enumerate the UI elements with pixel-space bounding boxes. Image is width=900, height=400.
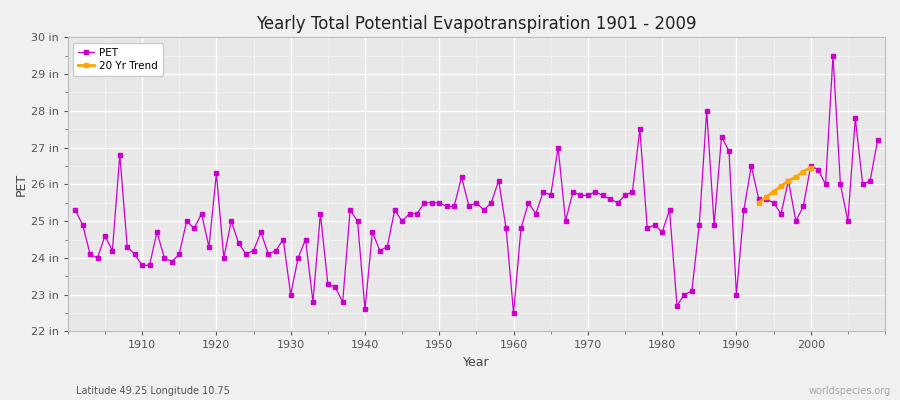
X-axis label: Year: Year	[464, 356, 490, 369]
20 Yr Trend	[753, 200, 764, 205]
PET	[500, 226, 511, 231]
Title: Yearly Total Potential Evapotranspiration 1901 - 2009: Yearly Total Potential Evapotranspiratio…	[256, 15, 697, 33]
PET	[828, 53, 839, 58]
20 Yr Trend	[776, 184, 787, 189]
Y-axis label: PET: PET	[15, 173, 28, 196]
PET	[130, 252, 140, 257]
Line: 20 Yr Trend: 20 Yr Trend	[757, 166, 813, 204]
20 Yr Trend	[783, 178, 794, 183]
Text: Latitude 49.25 Longitude 10.75: Latitude 49.25 Longitude 10.75	[76, 386, 230, 396]
PET	[605, 197, 616, 202]
PET	[292, 256, 303, 260]
20 Yr Trend	[760, 195, 771, 200]
20 Yr Trend	[806, 166, 816, 170]
PET	[872, 138, 883, 143]
20 Yr Trend	[769, 189, 779, 194]
20 Yr Trend	[790, 175, 801, 180]
Line: PET: PET	[74, 54, 879, 314]
PET	[70, 208, 81, 212]
PET	[508, 311, 519, 316]
PET	[338, 300, 348, 304]
Text: worldspecies.org: worldspecies.org	[809, 386, 891, 396]
Legend: PET, 20 Yr Trend: PET, 20 Yr Trend	[73, 42, 163, 76]
20 Yr Trend	[798, 169, 809, 174]
PET	[516, 226, 526, 231]
